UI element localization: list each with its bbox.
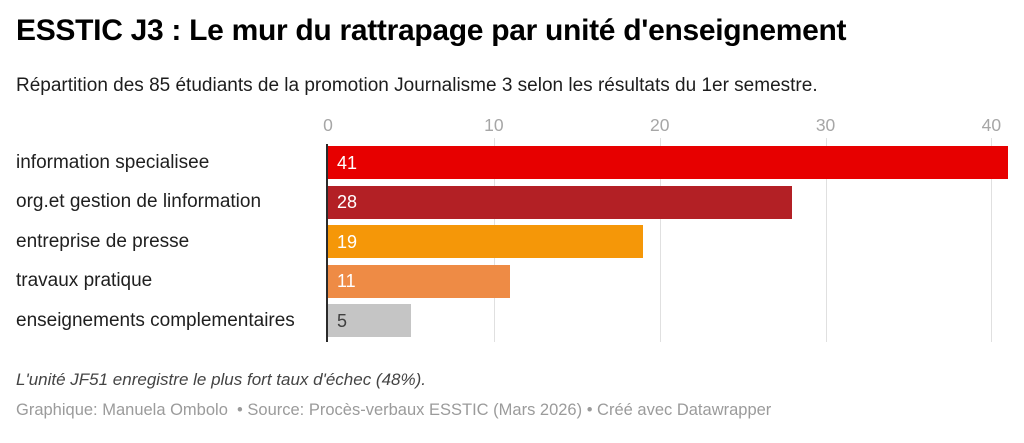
bar-segment: 19 (328, 225, 644, 258)
bar-value-label: 19 (337, 231, 358, 252)
bar-value-label: 5 (337, 310, 348, 331)
axis-tick-label: 30 (815, 115, 836, 135)
category-label: travaux pratique (16, 270, 153, 291)
bar-track: 28 (328, 185, 1008, 219)
gridline (825, 138, 827, 342)
bar-row: travaux pratique 11 (0, 264, 1024, 298)
chart-byline: Graphique: Manuela Ombolo • Source: Proc… (16, 401, 772, 419)
gridline (991, 138, 993, 342)
x-axis: 0 10 20 30 40 (323, 115, 1008, 137)
bar-row: entreprise de presse 19 (0, 225, 1024, 258)
bar-track: 11 (328, 264, 1008, 298)
bar-value-label: 11 (337, 271, 356, 291)
axis-tick-label: 40 (981, 115, 1002, 135)
category-label: entreprise de presse (16, 230, 190, 252)
bar-segment: 28 (328, 185, 793, 219)
bar-segment: 11 (328, 264, 511, 298)
zero-baseline (326, 144, 328, 342)
bar-value-label: 41 (337, 152, 358, 173)
bar-row: enseignements complementaires 5 (0, 304, 1024, 337)
bar-segment: 5 (328, 304, 411, 337)
bar-row: org.et gestion de linformation 28 (0, 185, 1024, 219)
bar-track: 19 (328, 225, 1008, 258)
category-label: org.et gestion de linformation (16, 191, 262, 212)
axis-tick-label: 20 (649, 115, 670, 135)
category-label: information specialisee (16, 151, 210, 173)
bar-track: 5 (328, 304, 1008, 337)
bar-track: 41 (328, 146, 1008, 179)
axis-tick-label: 10 (484, 115, 504, 135)
axis-tick-label: 0 (323, 115, 333, 135)
bar-value-label: 28 (337, 192, 358, 212)
gridline (659, 138, 661, 342)
chart-note: L'unité JF51 enregistre le plus fort tau… (16, 370, 426, 389)
bar-rows: information specialisee 41 org.et gestion … (0, 146, 1024, 337)
category-label: enseignements complementaires (16, 309, 295, 331)
bar-segment: 41 (328, 146, 1008, 179)
chart-subtitle: Répartition des 85 étudiants de la promo… (16, 75, 818, 96)
chart-title: ESSTIC J3 : Le mur du rattrapage par uni… (16, 14, 847, 47)
bar-row: information specialisee 41 (0, 146, 1024, 179)
